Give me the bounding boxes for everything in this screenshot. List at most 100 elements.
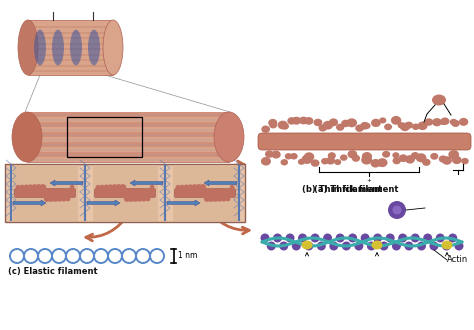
Ellipse shape — [452, 156, 462, 164]
Ellipse shape — [108, 184, 113, 190]
Ellipse shape — [355, 242, 364, 250]
Ellipse shape — [329, 242, 338, 250]
Ellipse shape — [111, 184, 118, 190]
Bar — [27, 137, 229, 142]
Bar — [5, 164, 245, 222]
Ellipse shape — [326, 157, 335, 165]
Ellipse shape — [290, 153, 298, 159]
Ellipse shape — [18, 20, 38, 75]
Ellipse shape — [430, 153, 438, 160]
Ellipse shape — [200, 184, 206, 190]
Ellipse shape — [432, 118, 442, 126]
Ellipse shape — [391, 116, 401, 125]
Ellipse shape — [410, 234, 419, 243]
Ellipse shape — [221, 196, 227, 202]
Ellipse shape — [124, 196, 130, 202]
Ellipse shape — [404, 242, 413, 250]
Ellipse shape — [269, 121, 277, 128]
Ellipse shape — [301, 241, 312, 249]
Ellipse shape — [36, 184, 42, 190]
Ellipse shape — [52, 30, 64, 65]
Ellipse shape — [429, 242, 438, 250]
Ellipse shape — [411, 152, 419, 159]
Ellipse shape — [52, 196, 58, 202]
Ellipse shape — [439, 119, 447, 125]
Ellipse shape — [225, 197, 230, 201]
FancyArrow shape — [87, 200, 120, 206]
Ellipse shape — [273, 234, 282, 243]
Ellipse shape — [96, 185, 100, 189]
Ellipse shape — [287, 117, 296, 125]
FancyArrow shape — [13, 200, 46, 206]
Ellipse shape — [279, 242, 288, 250]
Ellipse shape — [442, 156, 452, 165]
Ellipse shape — [145, 197, 150, 201]
Ellipse shape — [398, 122, 405, 128]
Ellipse shape — [323, 121, 333, 130]
Ellipse shape — [285, 153, 292, 159]
Ellipse shape — [88, 30, 100, 65]
Ellipse shape — [271, 150, 281, 158]
Ellipse shape — [278, 121, 288, 129]
Ellipse shape — [27, 184, 34, 190]
Bar — [27, 152, 229, 157]
Ellipse shape — [261, 234, 270, 243]
Text: 1 nm: 1 nm — [178, 251, 197, 260]
Ellipse shape — [191, 184, 198, 190]
Ellipse shape — [31, 184, 38, 190]
Ellipse shape — [329, 118, 338, 126]
Ellipse shape — [386, 234, 395, 243]
Ellipse shape — [417, 242, 426, 250]
Ellipse shape — [292, 242, 301, 250]
Ellipse shape — [285, 234, 294, 243]
Ellipse shape — [323, 234, 332, 243]
Ellipse shape — [34, 30, 46, 65]
Ellipse shape — [116, 184, 122, 190]
Ellipse shape — [119, 184, 126, 190]
Ellipse shape — [208, 196, 214, 202]
Ellipse shape — [436, 234, 445, 243]
Bar — [27, 122, 229, 127]
Ellipse shape — [382, 151, 390, 158]
Bar — [27, 142, 229, 147]
Ellipse shape — [405, 155, 415, 164]
FancyArrow shape — [204, 180, 237, 186]
Ellipse shape — [440, 117, 449, 125]
Ellipse shape — [299, 116, 308, 124]
Ellipse shape — [340, 154, 347, 161]
Ellipse shape — [313, 119, 322, 126]
Ellipse shape — [304, 152, 314, 161]
Bar — [27, 132, 229, 137]
Ellipse shape — [373, 234, 382, 243]
Ellipse shape — [48, 196, 55, 202]
Ellipse shape — [56, 196, 63, 202]
Ellipse shape — [176, 185, 181, 189]
Ellipse shape — [348, 234, 357, 243]
Ellipse shape — [451, 120, 460, 127]
Ellipse shape — [424, 118, 433, 126]
Ellipse shape — [342, 242, 351, 250]
Ellipse shape — [317, 242, 326, 250]
Ellipse shape — [432, 94, 446, 106]
Ellipse shape — [388, 201, 406, 219]
Bar — [27, 112, 229, 117]
Ellipse shape — [196, 184, 202, 190]
Ellipse shape — [24, 184, 29, 189]
Ellipse shape — [267, 242, 276, 250]
Ellipse shape — [372, 241, 383, 249]
Ellipse shape — [180, 185, 185, 189]
Ellipse shape — [371, 159, 381, 168]
Ellipse shape — [384, 123, 392, 130]
Ellipse shape — [360, 122, 369, 130]
Bar — [67, 117, 142, 157]
Ellipse shape — [12, 112, 42, 162]
Ellipse shape — [150, 185, 155, 189]
Text: Actin: Actin — [447, 255, 468, 264]
FancyBboxPatch shape — [258, 133, 471, 150]
Bar — [27, 112, 229, 162]
Bar — [93, 165, 158, 221]
Ellipse shape — [265, 150, 274, 158]
Ellipse shape — [361, 155, 372, 165]
Text: (b) Thin filament: (b) Thin filament — [302, 185, 382, 194]
FancyArrow shape — [50, 180, 83, 186]
